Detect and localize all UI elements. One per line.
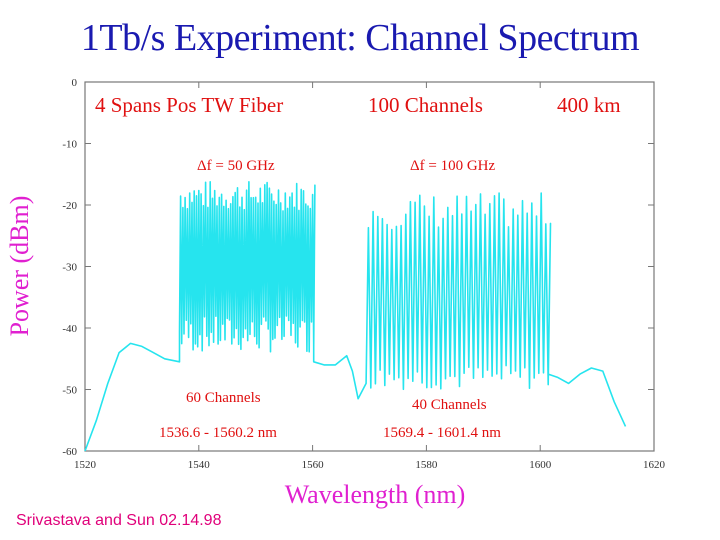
band-spacing-label-50ghz: Δf = 50 GHz — [197, 158, 275, 174]
band-channels-label-40: 40 Channels — [412, 397, 487, 413]
y-tick-label: -20 — [62, 200, 77, 212]
band-range-label-first: 1536.6 - 1560.2 nm — [159, 425, 277, 441]
x-tick-label: 1520 — [74, 459, 97, 471]
y-tick-label: -60 — [62, 446, 77, 458]
y-tick-label: -10 — [62, 139, 77, 151]
band-channels-label-60: 60 Channels — [186, 390, 261, 406]
y-tick-label: 0 — [72, 77, 78, 89]
header-annotation-spans: 4 Spans Pos TW Fiber — [95, 93, 283, 117]
credit-footnote: Srivastava and Sun 02.14.98 — [16, 512, 222, 529]
y-axis-label: Power (dBm) — [5, 196, 34, 337]
x-tick-label: 1560 — [302, 459, 325, 471]
x-tick-label: 1600 — [529, 459, 552, 471]
spectrum-trace — [84, 181, 627, 452]
y-tick-label: -30 — [62, 262, 77, 274]
axis-ticks: 1520 1540 1560 1580 1600 1620 0 -10 -20 -30 -40 -50… — [62, 77, 665, 471]
chart-title: 1Tb/s Experiment: Channel Spectrum — [80, 17, 640, 59]
x-tick-label: 1540 — [188, 459, 211, 471]
y-tick-label: -40 — [62, 323, 77, 335]
x-tick-label: 1580 — [415, 459, 438, 471]
x-tick-label: 1620 — [643, 459, 666, 471]
header-annotations: 4 Spans Pos TW Fiber 100 Channels 400 km — [95, 93, 621, 117]
x-axis-label: Wavelength (nm) — [285, 480, 466, 509]
header-annotation-channels: 100 Channels — [368, 93, 483, 117]
header-annotation-distance: 400 km — [557, 93, 621, 117]
band-spacing-label-100ghz: Δf = 100 GHz — [410, 158, 496, 174]
band-range-label-second: 1569.4 - 1601.4 nm — [383, 425, 501, 441]
y-tick-label: -50 — [62, 385, 77, 397]
spectrum-line — [84, 181, 627, 452]
band-annotations: Δf = 50 GHz Δf = 100 GHz 60 Channels 153… — [159, 158, 501, 441]
